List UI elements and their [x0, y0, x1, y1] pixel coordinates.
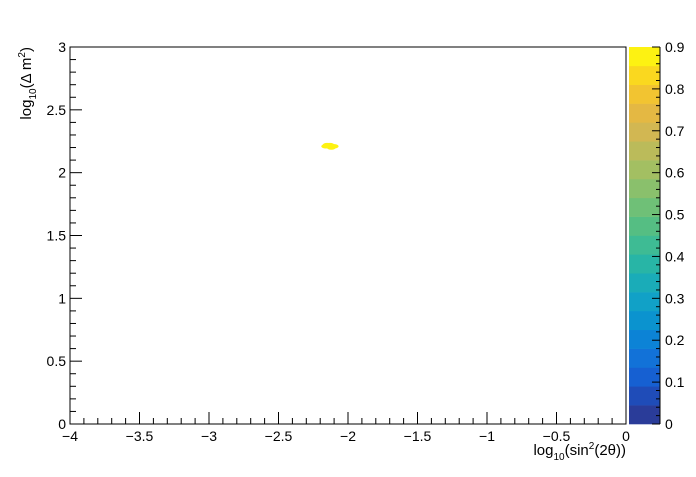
data-marks — [321, 142, 339, 150]
palette-tick-label: 0.2 — [665, 332, 685, 348]
palette-color-band — [629, 197, 660, 217]
x-tick-label: −3 — [201, 428, 217, 444]
y-tick-label: 2 — [58, 165, 66, 181]
palette-color-band — [629, 103, 660, 123]
palette-color-band — [629, 216, 660, 236]
palette-color-band — [629, 178, 660, 199]
y-tick-label: 3 — [58, 39, 66, 55]
x-tick-label: −4 — [62, 428, 78, 444]
palette-color-band — [629, 292, 660, 312]
y-tick-label: 0.5 — [47, 353, 67, 369]
color-palette-bar: 0 0.1 0.2 0.3 0.4 0.5 0.6 0.7 0.8 0.9 — [629, 39, 685, 432]
y-axis-title: log10(Δ m2) — [17, 47, 39, 120]
palette-color-band — [629, 367, 660, 387]
palette-color-band — [629, 235, 660, 255]
x-tick-label: −2 — [340, 428, 356, 444]
x-axis-title: log10(sin2(2θ)) — [533, 441, 626, 463]
palette-tick-label: 0.7 — [665, 123, 685, 139]
palette-tick-label: 0.3 — [665, 290, 685, 306]
y-tick-label: 2.5 — [47, 102, 67, 118]
data-point — [329, 144, 339, 149]
palette-tick-label: 0 — [665, 416, 673, 432]
x-tick-label: −0.5 — [543, 428, 571, 444]
x-tick-label: 0 — [622, 428, 630, 444]
x-tick-label: −1.5 — [404, 428, 432, 444]
x-tick-label: −3.5 — [126, 428, 154, 444]
palette-color-band — [629, 329, 660, 349]
palette-color-band — [629, 160, 660, 180]
y-tick-label: 1 — [58, 290, 66, 306]
palette-tick-label: 0.1 — [665, 374, 685, 390]
palette-tick-label: 0.8 — [665, 81, 685, 97]
palette-tick-label: 0.4 — [665, 248, 685, 264]
axes: −4 −3.5 −3 −2.5 −2 −1.5 −1 −0.5 0 0 0.5 1 1.5 2 2.5 3 — [47, 39, 631, 444]
palette-color-band — [629, 273, 660, 293]
palette-color-band — [629, 141, 660, 161]
palette-tick-label: 0.5 — [665, 207, 685, 223]
palette-color-band — [629, 310, 660, 331]
palette-color-band — [629, 254, 660, 274]
palette-color-band — [629, 348, 660, 368]
palette-color-band — [629, 47, 660, 67]
y-tick-label: 1.5 — [47, 228, 67, 244]
palette-tick-label: 0.6 — [665, 165, 685, 181]
y-tick-label: 0 — [58, 416, 66, 432]
x-tick-label: −1 — [479, 428, 495, 444]
plot-frame — [69, 46, 627, 425]
palette-tick-label: 0.9 — [665, 39, 685, 55]
palette-color-band — [629, 386, 660, 406]
x-tick-label: −2.5 — [265, 428, 293, 444]
palette-color-band — [629, 65, 660, 85]
palette-color-band — [629, 405, 660, 425]
palette-color-band — [629, 84, 660, 104]
palette-color-band — [629, 122, 660, 142]
